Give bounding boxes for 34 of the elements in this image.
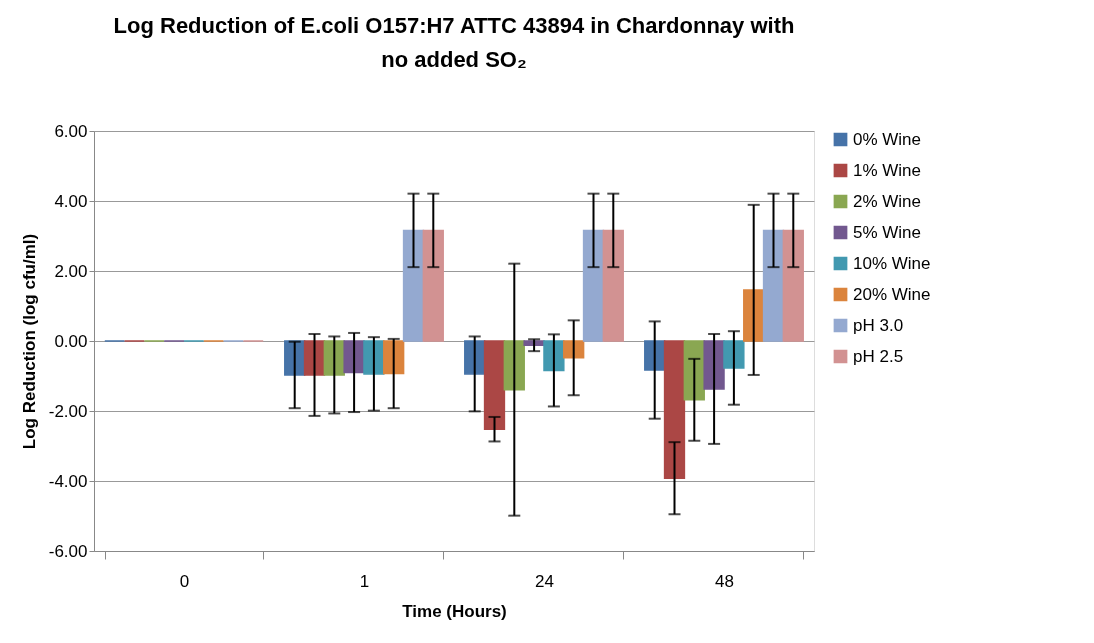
y-tick-label: -4.00 <box>48 471 88 491</box>
x-tick-label: 24 <box>535 571 554 591</box>
bar <box>602 229 624 342</box>
text: no added SO₂ <box>381 47 527 72</box>
x-tick-label: 1 <box>359 571 370 591</box>
bar <box>402 229 425 342</box>
y-tick-label: 6.00 <box>54 121 88 141</box>
text: Log Reduction of E.coli O157:H7 ATTC 43894 in Chardonnay with <box>113 13 795 38</box>
y-tick-label: 0.00 <box>54 331 88 351</box>
x-tick-label: 0 <box>179 571 190 591</box>
legend-label: 1% Wine <box>853 160 922 180</box>
bar <box>483 340 506 430</box>
bar <box>663 340 686 479</box>
legend-label: pH 2.5 <box>853 346 904 366</box>
bar <box>782 229 804 342</box>
legend-label: 0% Wine <box>853 129 922 149</box>
y-tick-label: -2.00 <box>48 401 88 421</box>
bar <box>563 340 585 359</box>
legend-label: 10% Wine <box>853 253 931 273</box>
x-tick-label: 48 <box>715 571 734 591</box>
legend-label: pH 3.0 <box>853 315 904 335</box>
legend-label: 20% Wine <box>853 284 931 304</box>
bar <box>582 229 605 342</box>
y-tick-label: 2.00 <box>54 261 88 281</box>
bar <box>523 340 545 346</box>
bar <box>723 340 745 369</box>
legend-label: 5% Wine <box>853 222 922 242</box>
x-axis-title: Time (Hours) <box>402 601 507 621</box>
legend-label: 2% Wine <box>853 191 922 211</box>
bar <box>762 229 785 342</box>
y-axis-title: Log Reduction (log cfu/ml) <box>19 233 39 450</box>
bar <box>422 229 444 342</box>
y-tick-label: 4.00 <box>54 191 88 211</box>
y-tick-label: -6.00 <box>48 541 88 561</box>
